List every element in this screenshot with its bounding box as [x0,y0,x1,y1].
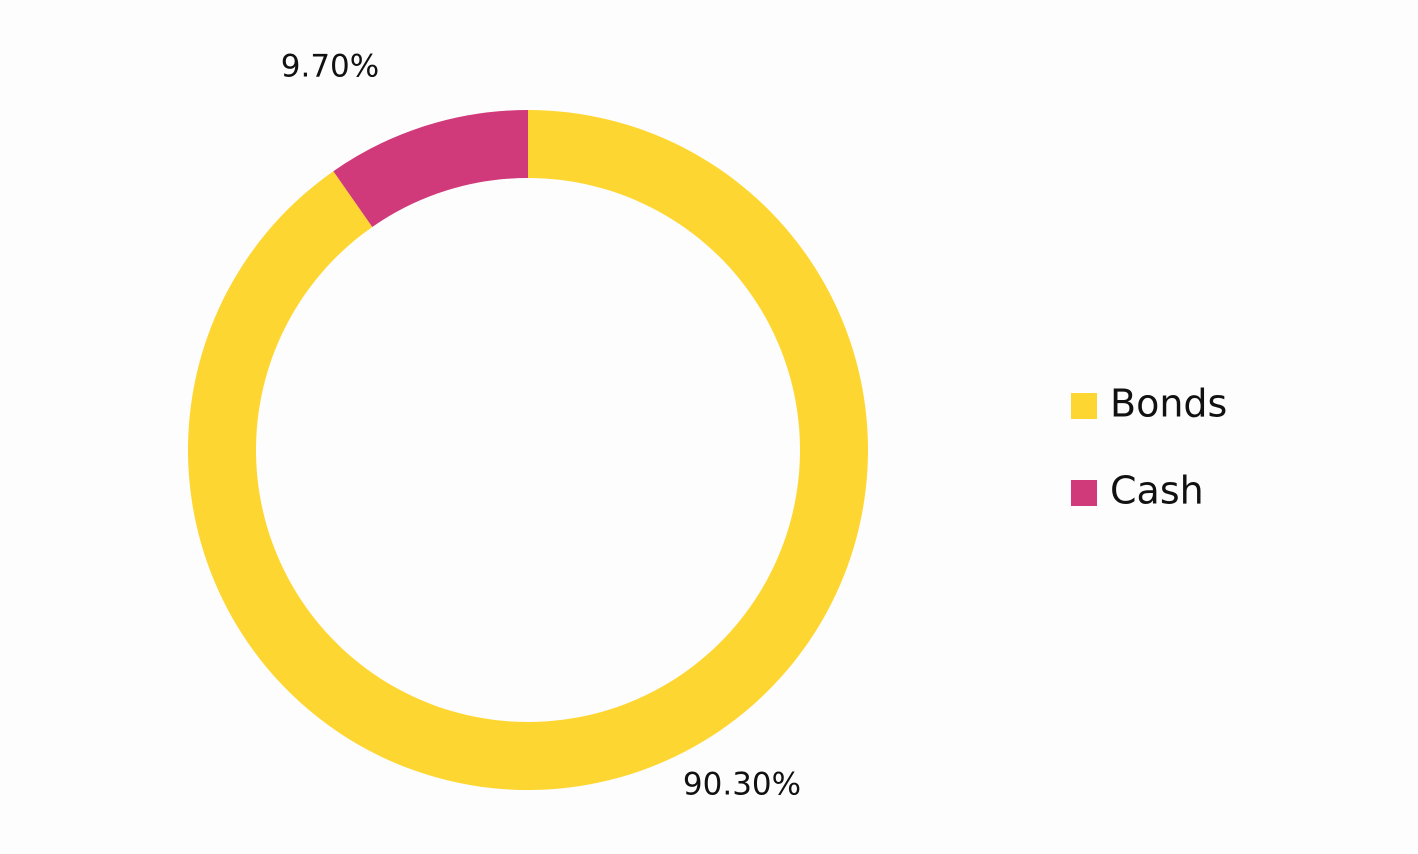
donut-slice [187,110,868,790]
legend-label: Bonds [1110,382,1227,426]
legend-swatch [1071,480,1097,506]
donut-slice [333,110,528,227]
value-label: 90.30% [683,767,801,803]
legend-swatch [1071,393,1097,419]
legend-label: Cash [1110,469,1204,513]
value-label: 9.70% [281,49,379,85]
